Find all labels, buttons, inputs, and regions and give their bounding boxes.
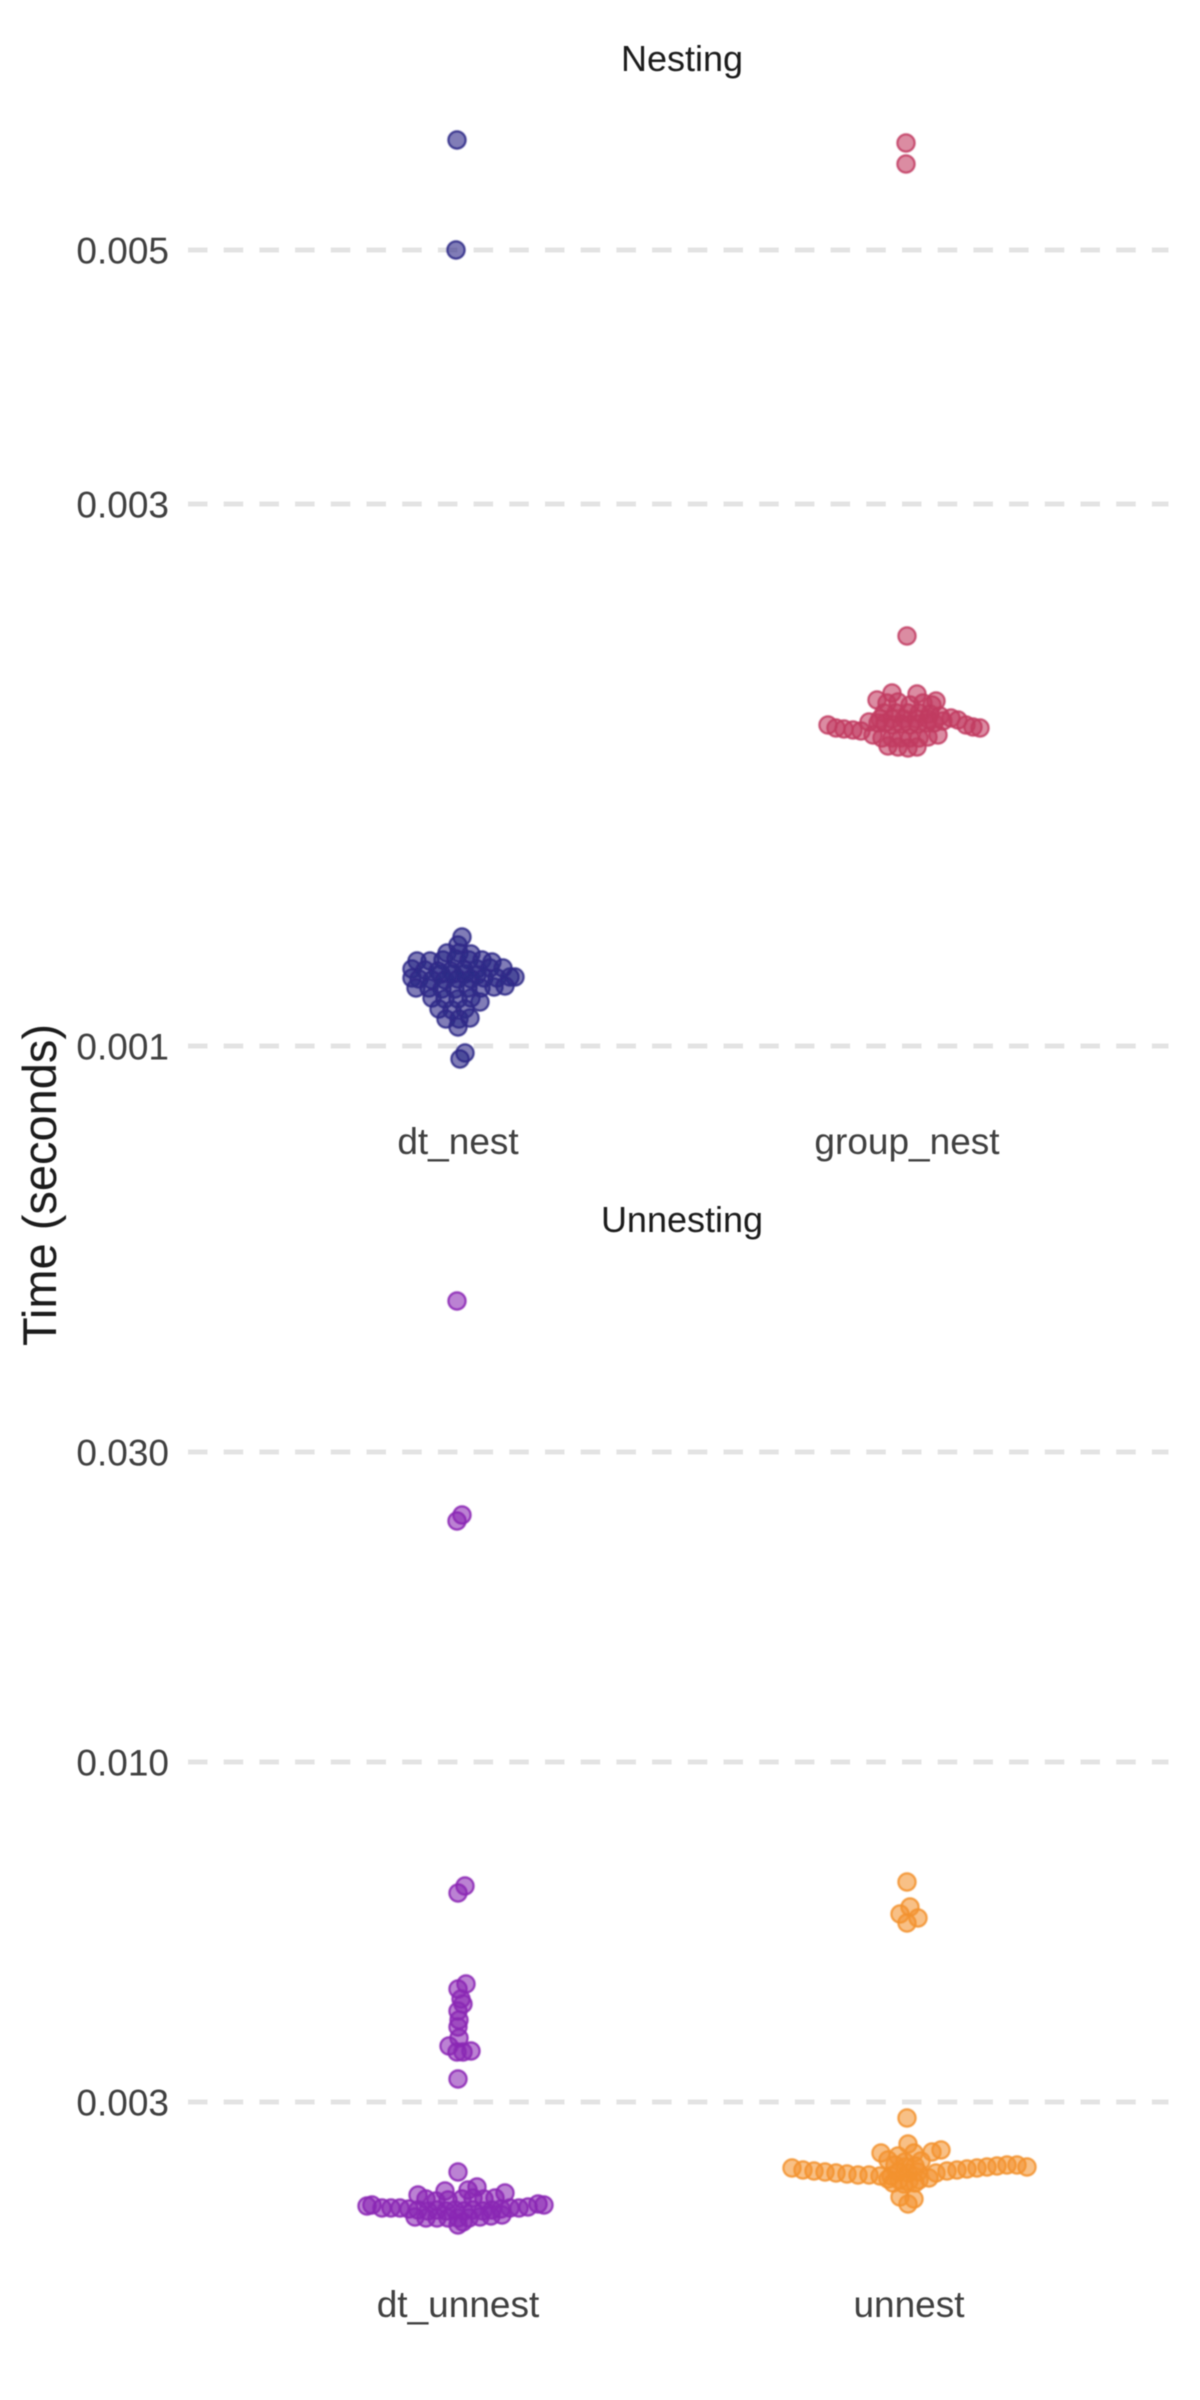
svg-text:0.010: 0.010	[76, 1743, 169, 1784]
svg-text:group_nest: group_nest	[814, 1121, 1000, 1162]
svg-text:Nesting: Nesting	[621, 38, 743, 79]
svg-text:Unnesting: Unnesting	[601, 1199, 763, 1240]
svg-text:0.003: 0.003	[76, 2083, 169, 2124]
svg-text:0.001: 0.001	[76, 1027, 169, 1068]
svg-text:0.003: 0.003	[76, 485, 169, 526]
svg-text:0.005: 0.005	[76, 231, 169, 272]
svg-text:Time (seconds): Time (seconds)	[13, 1024, 66, 1346]
svg-text:dt_unnest: dt_unnest	[377, 2284, 540, 2325]
svg-text:0.030: 0.030	[76, 1433, 169, 1474]
svg-text:dt_nest: dt_nest	[397, 1121, 519, 1162]
svg-text:unnest: unnest	[853, 2284, 965, 2325]
